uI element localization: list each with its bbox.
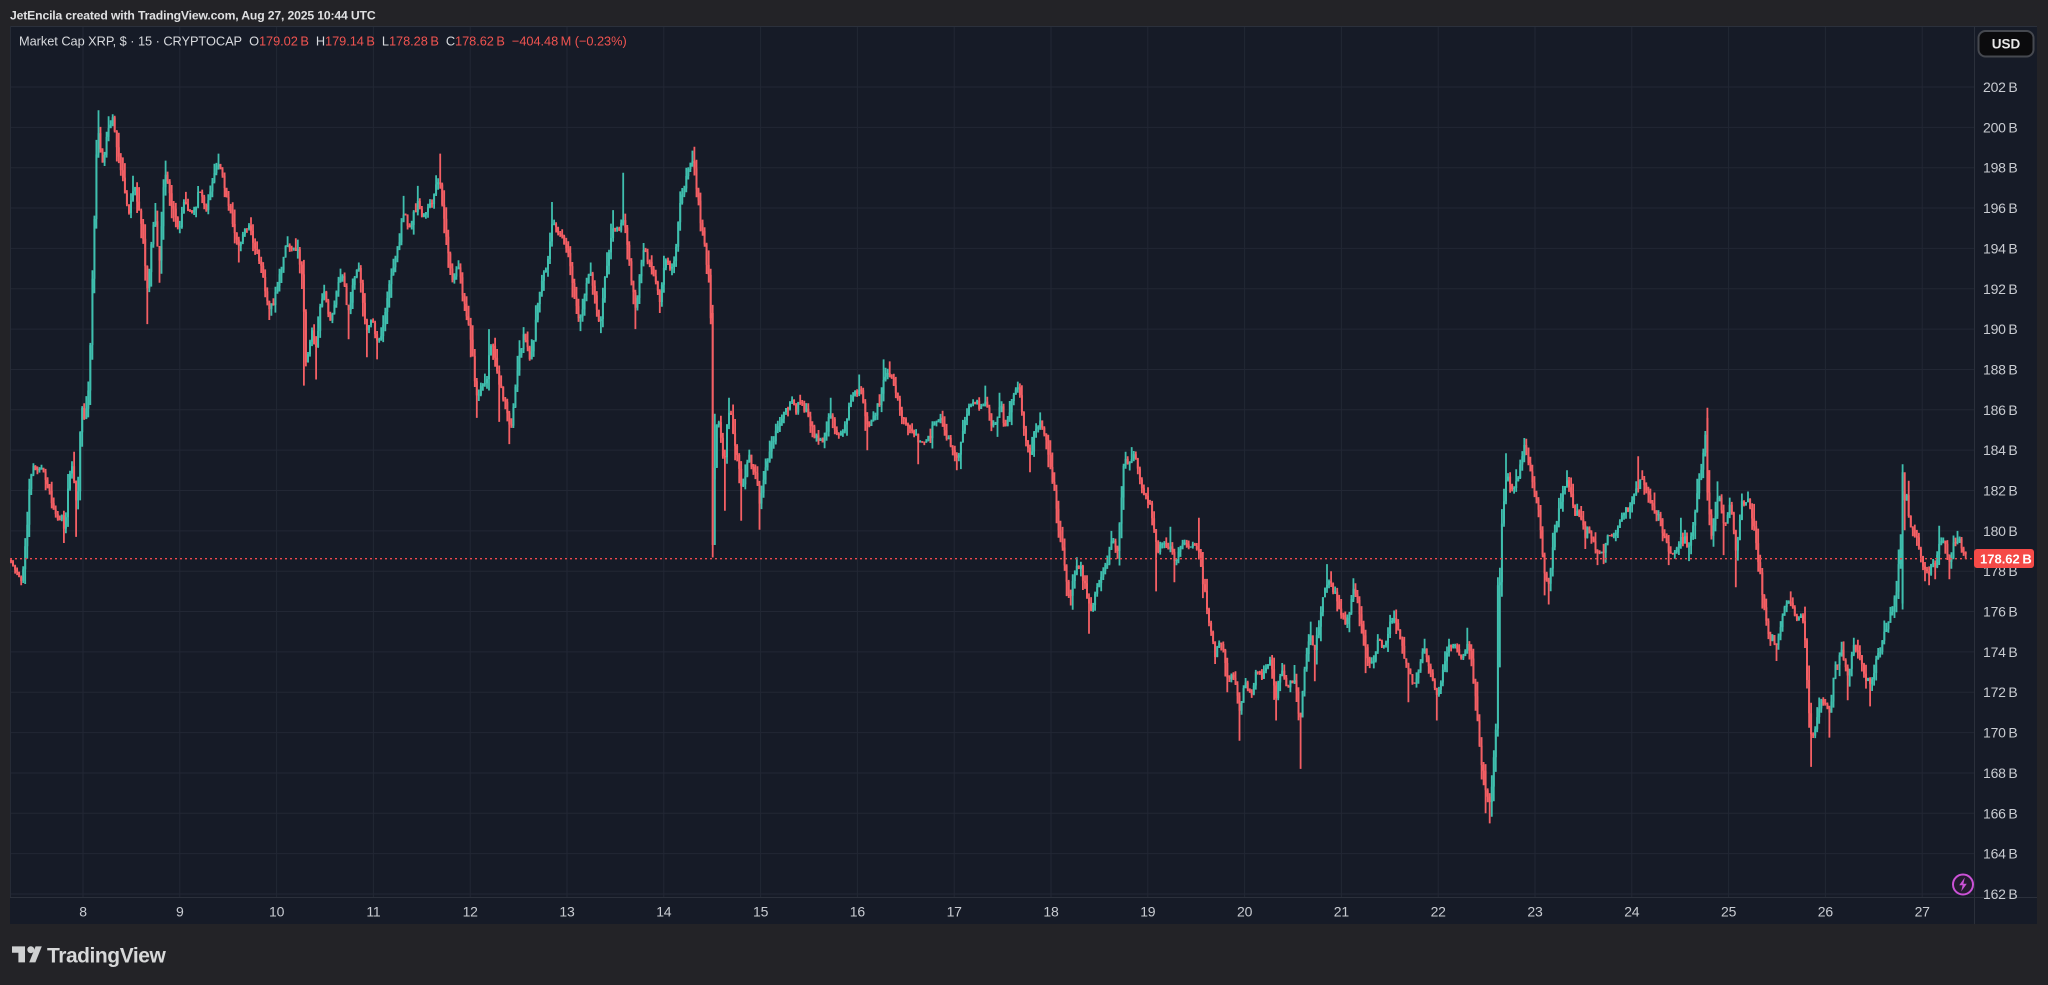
svg-text:25: 25 xyxy=(1721,904,1737,920)
svg-text:21: 21 xyxy=(1334,904,1350,920)
svg-text:178.62 B: 178.62 B xyxy=(1980,552,2032,567)
svg-text:26: 26 xyxy=(1818,904,1834,920)
svg-text:166 B: 166 B xyxy=(1983,805,2018,821)
svg-text:202 B: 202 B xyxy=(1983,79,2018,95)
svg-text:170 B: 170 B xyxy=(1983,725,2018,741)
svg-text:10: 10 xyxy=(269,904,285,920)
svg-text:23: 23 xyxy=(1527,904,1543,920)
svg-text:174 B: 174 B xyxy=(1983,644,2018,660)
svg-text:190 B: 190 B xyxy=(1983,321,2018,337)
svg-text:12: 12 xyxy=(463,904,479,920)
svg-text:176 B: 176 B xyxy=(1983,604,2018,620)
svg-text:172 B: 172 B xyxy=(1983,684,2018,700)
svg-text:22: 22 xyxy=(1431,904,1447,920)
svg-text:198 B: 198 B xyxy=(1983,160,2018,176)
svg-text:184 B: 184 B xyxy=(1983,442,2018,458)
svg-text:186 B: 186 B xyxy=(1983,402,2018,418)
svg-text:182 B: 182 B xyxy=(1983,483,2018,499)
svg-text:Market Cap XRP, $ · 15 · CRYPT: Market Cap XRP, $ · 15 · CRYPTOCAP O179.… xyxy=(19,34,627,49)
svg-text:15: 15 xyxy=(753,904,769,920)
svg-text:JetEncila created with Trading: JetEncila created with TradingView.com, … xyxy=(10,9,376,23)
svg-text:TradingView: TradingView xyxy=(47,945,166,968)
svg-text:USD: USD xyxy=(1992,37,2021,52)
svg-text:27: 27 xyxy=(1915,904,1931,920)
svg-text:192 B: 192 B xyxy=(1983,281,2018,297)
svg-text:13: 13 xyxy=(559,904,575,920)
svg-text:14: 14 xyxy=(656,904,672,920)
svg-text:16: 16 xyxy=(850,904,866,920)
svg-text:9: 9 xyxy=(176,904,184,920)
svg-text:168 B: 168 B xyxy=(1983,765,2018,781)
svg-text:24: 24 xyxy=(1624,904,1640,920)
svg-text:18: 18 xyxy=(1043,904,1059,920)
svg-text:180 B: 180 B xyxy=(1983,523,2018,539)
svg-text:162 B: 162 B xyxy=(1983,886,2018,902)
svg-text:200 B: 200 B xyxy=(1983,119,2018,135)
svg-text:188 B: 188 B xyxy=(1983,361,2018,377)
svg-text:19: 19 xyxy=(1140,904,1156,920)
svg-text:196 B: 196 B xyxy=(1983,200,2018,216)
svg-text:194 B: 194 B xyxy=(1983,240,2018,256)
svg-text:20: 20 xyxy=(1237,904,1253,920)
svg-text:164 B: 164 B xyxy=(1983,846,2018,862)
svg-text:8: 8 xyxy=(79,904,87,920)
svg-text:17: 17 xyxy=(947,904,963,920)
svg-text:11: 11 xyxy=(366,904,381,920)
